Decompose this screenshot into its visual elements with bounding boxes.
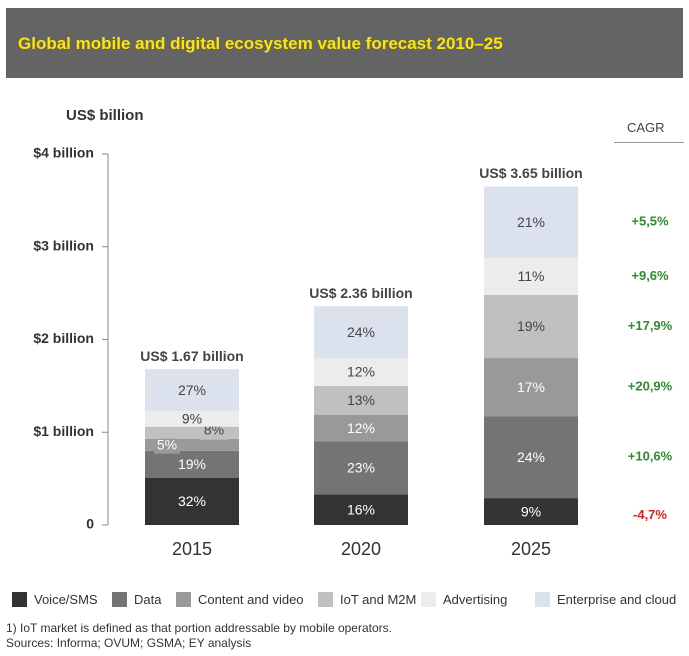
legend-swatch (535, 591, 550, 607)
bar-segment-advertising (314, 358, 408, 386)
unit-label: US$ billion (66, 107, 144, 124)
segment-percent-label: 16% (347, 501, 375, 517)
footnote: 1) IoT market is defined as that portion… (6, 621, 392, 635)
bar-segment-voice-sms (314, 494, 408, 525)
legend-label: Advertising (443, 591, 508, 607)
legend-item: Content and video (176, 590, 304, 608)
legend-swatch (12, 591, 27, 607)
bar-segment-enterprise-and-cloud (145, 369, 239, 411)
bar-segment-voice-sms (484, 498, 578, 525)
legend-swatch (112, 591, 127, 607)
bar-segment-enterprise-and-cloud (314, 306, 408, 359)
legend-swatch (176, 591, 191, 607)
bar-segment-voice-sms (145, 477, 239, 525)
segment-percent-label: 11% (518, 268, 545, 284)
bar-segment-iot-and-m2m (484, 294, 578, 359)
cagr-value: +17,9% (628, 318, 673, 333)
segment-percent-label: 24% (347, 324, 375, 340)
cagr-value: +5,5% (631, 214, 669, 229)
cagr-header: CAGR (627, 120, 665, 135)
segment-percent-label: 21% (517, 214, 545, 230)
cagr-value: -4,7% (633, 507, 667, 522)
legend-label: IoT and M2M (340, 591, 417, 607)
segment-label-bg (154, 435, 180, 454)
cagr-divider (614, 142, 684, 143)
x-category-label: 2020 (341, 539, 381, 559)
cagr-value: +20,9% (628, 379, 673, 394)
cagr-value: +10,6% (628, 449, 673, 464)
cagr-value: +9,6% (631, 268, 669, 283)
chart-title: Global mobile and digital ecosystem valu… (18, 34, 503, 53)
y-tick-label: $1 billion (33, 423, 94, 439)
legend-swatch (421, 591, 436, 607)
legend-item: Data (112, 590, 161, 608)
bar-total-label: US$ 2.36 billion (309, 285, 412, 301)
segment-percent-label: 12% (347, 420, 375, 436)
legend-label: Data (134, 591, 162, 607)
bar-segment-data (314, 441, 408, 495)
segment-percent-label: 32% (178, 493, 206, 509)
bar-segment-advertising (484, 257, 578, 295)
y-tick-label: 0 (86, 516, 94, 532)
bar-segment-content-and-video (314, 414, 408, 442)
legend-label: Voice/SMS (34, 591, 98, 607)
segment-percent-label: 9% (182, 411, 202, 427)
segment-percent-label: 19% (517, 318, 545, 334)
legend-item: IoT and M2M (318, 590, 416, 608)
legend-label: Content and video (198, 591, 304, 607)
bar-segment-advertising (145, 410, 239, 427)
x-category-label: 2025 (511, 539, 551, 559)
bar-total-label: US$ 3.65 billion (479, 165, 582, 181)
legend-label: Enterprise and cloud (557, 591, 677, 607)
segment-percent-label: 27% (178, 382, 206, 398)
y-tick-label: $4 billion (33, 145, 94, 161)
legend-item: Voice/SMS (12, 590, 98, 608)
segment-percent-label: 9% (521, 503, 541, 519)
y-tick-label: $2 billion (33, 330, 94, 346)
stacked-bar-chart: 0 $1 billion $2 billion $3 billion $4 billio… (33, 145, 673, 559)
bar-segment-data (145, 450, 239, 478)
y-tick-label: $3 billion (33, 237, 94, 253)
bar-segment-content-and-video (484, 358, 578, 417)
segment-percent-label: 23% (347, 460, 375, 476)
segment-percent-label: 13% (347, 392, 375, 408)
legend-swatch (318, 591, 333, 607)
bar-total-label: US$ 1.67 billion (140, 348, 243, 364)
bar-segment-iot-and-m2m (314, 385, 408, 415)
segment-percent-label: 19% (178, 456, 206, 472)
legend-item: Enterprise and cloud (535, 590, 676, 608)
segment-percent-label: 17% (517, 379, 545, 395)
segment-percent-label: 5% (157, 436, 177, 452)
segment-percent-label: 12% (347, 364, 375, 380)
bar-segment-enterprise-and-cloud (484, 186, 578, 258)
segment-percent-label: 24% (517, 449, 545, 465)
legend: Voice/SMS Data Content and video IoT and M2… (12, 590, 689, 608)
bar-segment-data (484, 416, 578, 499)
x-category-label: 2015 (172, 539, 212, 559)
title-bar: Global mobile and digital ecosystem valu… (6, 8, 683, 78)
sources: Sources: Informa; OVUM; GSMA; EY analysi… (6, 636, 252, 650)
legend-item: Advertising (421, 590, 507, 608)
